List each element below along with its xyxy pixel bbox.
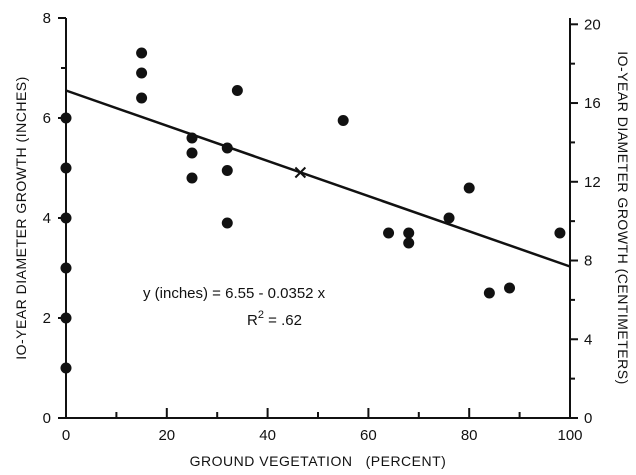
x-axis-label: GROUND VEGETATION (PERCENT) — [190, 453, 447, 469]
data-point — [136, 47, 148, 59]
data-point — [231, 85, 243, 96]
y-tick-label: 0 — [43, 410, 51, 427]
data-point — [383, 227, 395, 239]
x-tick-label: 20 — [158, 427, 175, 444]
y2-tick-label: 16 — [584, 95, 601, 112]
data-point — [337, 115, 349, 126]
data-point — [60, 312, 72, 324]
axis-ticks — [58, 17, 578, 419]
r-squared-prefix: R — [247, 312, 258, 329]
x-tick-label: 0 — [62, 427, 70, 444]
x-tick-label: 80 — [461, 427, 478, 444]
r-squared-value: = .62 — [264, 312, 302, 329]
data-point — [504, 282, 516, 294]
data-point — [186, 172, 198, 184]
data-point — [60, 112, 72, 124]
regression-line — [65, 89, 571, 268]
data-point — [403, 237, 415, 249]
y2-tick-label: 20 — [584, 16, 601, 33]
y2-tick-label: 4 — [584, 331, 592, 348]
y2-tick-label: 0 — [584, 410, 592, 427]
x-tick-label: 100 — [557, 427, 582, 444]
data-point — [463, 182, 475, 194]
data-point — [186, 147, 198, 159]
data-point — [136, 92, 148, 104]
y-tick-label: 8 — [43, 10, 51, 27]
y-tick-label: 6 — [43, 110, 51, 127]
data-point — [60, 162, 72, 174]
r-squared: R2 = .62 — [247, 309, 302, 329]
y2-axis-label: IO-YEAR DIAMETER GROWTH (CENTIMETERS) — [615, 51, 631, 385]
data-point — [403, 227, 415, 239]
y-tick-label: 2 — [43, 310, 51, 327]
data-point — [443, 212, 455, 224]
data-point — [60, 362, 72, 374]
y-tick-label: 4 — [43, 210, 51, 227]
r-squared-superscript: 2 — [258, 309, 264, 321]
y2-tick-label: 12 — [584, 174, 601, 191]
data-points — [60, 47, 566, 374]
data-point — [136, 67, 148, 79]
regression-equation: y (inches) = 6.55 - 0.0352 x — [143, 285, 326, 302]
data-point — [221, 165, 233, 176]
x-tick-label: 60 — [360, 427, 377, 444]
data-point — [186, 132, 198, 144]
x-tick-label: 40 — [259, 427, 276, 444]
mean-cross-marker — [294, 166, 307, 179]
data-point — [221, 217, 233, 229]
y2-tick-label: 8 — [584, 253, 592, 270]
data-point — [60, 262, 72, 274]
data-point — [221, 142, 233, 154]
y-axis-label: IO-YEAR DIAMETER GROWTH (INCHES) — [13, 76, 29, 360]
data-point — [554, 227, 566, 239]
data-point — [60, 212, 72, 224]
data-point — [483, 287, 495, 299]
regression-layer — [65, 89, 571, 268]
